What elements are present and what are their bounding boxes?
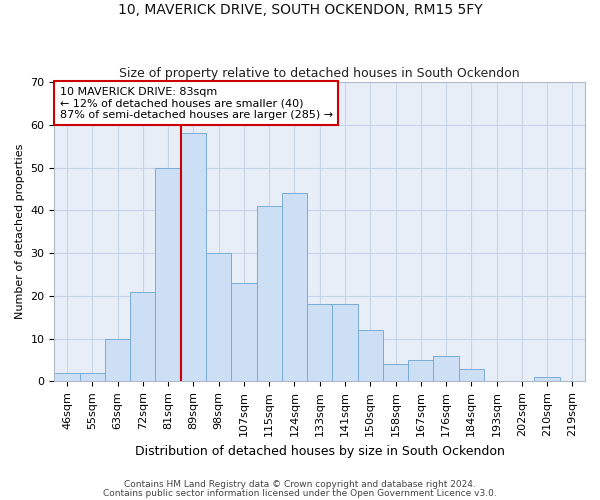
Bar [80, 373, 105, 382]
Bar [458, 368, 484, 382]
Bar [282, 194, 307, 382]
Bar [257, 206, 282, 382]
Bar [105, 338, 130, 382]
Bar [55, 373, 80, 382]
Y-axis label: Number of detached properties: Number of detached properties [15, 144, 25, 320]
Bar [130, 292, 155, 382]
Bar [433, 356, 458, 382]
Text: 10, MAVERICK DRIVE, SOUTH OCKENDON, RM15 5FY: 10, MAVERICK DRIVE, SOUTH OCKENDON, RM15… [118, 2, 482, 16]
Bar [206, 253, 231, 382]
Bar [155, 168, 181, 382]
Bar [358, 330, 383, 382]
Bar [383, 364, 408, 382]
Bar [231, 283, 257, 382]
Title: Size of property relative to detached houses in South Ockendon: Size of property relative to detached ho… [119, 66, 520, 80]
Text: Contains public sector information licensed under the Open Government Licence v3: Contains public sector information licen… [103, 488, 497, 498]
Bar [535, 377, 560, 382]
Bar [307, 304, 332, 382]
Bar [181, 134, 206, 382]
X-axis label: Distribution of detached houses by size in South Ockendon: Distribution of detached houses by size … [135, 444, 505, 458]
Bar [408, 360, 433, 382]
Text: Contains HM Land Registry data © Crown copyright and database right 2024.: Contains HM Land Registry data © Crown c… [124, 480, 476, 489]
Bar [332, 304, 358, 382]
Text: 10 MAVERICK DRIVE: 83sqm
← 12% of detached houses are smaller (40)
87% of semi-d: 10 MAVERICK DRIVE: 83sqm ← 12% of detach… [60, 86, 333, 120]
